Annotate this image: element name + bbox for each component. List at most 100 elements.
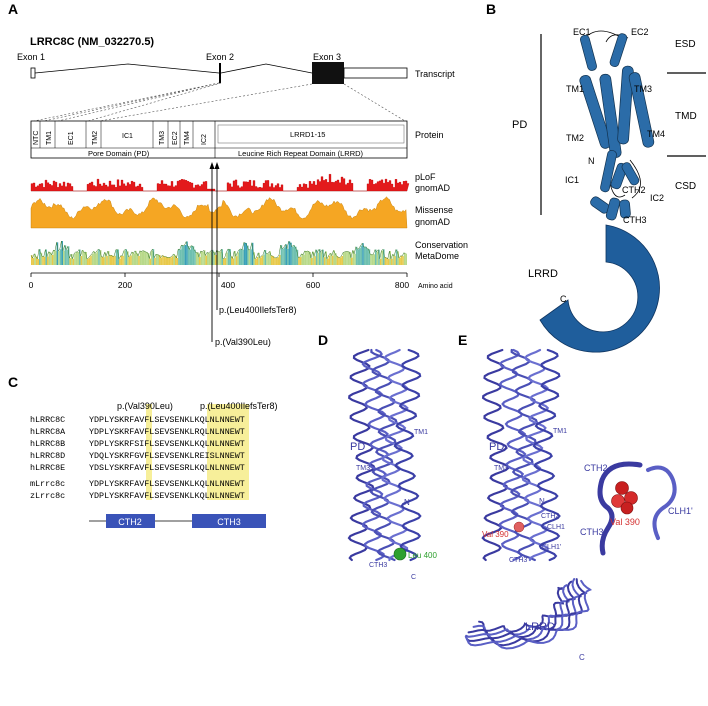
structure-e-lrrd (464, 578, 593, 650)
pore-domain-label: Pore Domain (PD) (88, 149, 150, 158)
conservation-bar (75, 251, 78, 265)
ribbon-strand (393, 348, 422, 562)
conservation-bar (314, 256, 316, 265)
conservation-bar (218, 251, 220, 265)
intron-1 (34, 63, 220, 74)
label-tm2: TM2 (566, 133, 584, 143)
conservation-bar (325, 251, 327, 265)
conservation-bar (165, 256, 167, 265)
conservation-bar (131, 252, 134, 265)
conservation-bar (323, 257, 326, 265)
seq-name-4: hLRRC8D (30, 451, 65, 461)
conservation-bar (383, 249, 385, 265)
conservation-bar (247, 245, 249, 265)
conservation-bar (330, 253, 332, 265)
domain-ic2: IC2 (201, 134, 208, 145)
d-label-c: C (411, 574, 416, 581)
conservation-bar (207, 252, 209, 265)
conservation-bar (112, 256, 115, 265)
lrrd-crescent (539, 224, 660, 353)
panel-a-letter: A (8, 1, 18, 17)
e-label-cth3: CTH3 (509, 557, 527, 564)
conservation-bar (178, 249, 180, 265)
conservation-bar (61, 241, 63, 265)
lrrd-strand (472, 584, 570, 636)
conservation-bar (79, 249, 81, 265)
ribbon-strand (361, 348, 390, 562)
conservation-bar (162, 255, 164, 265)
label-c: C (560, 294, 567, 304)
conservation-bar (151, 251, 153, 265)
missense-area (30, 196, 408, 229)
conservation-bar (59, 249, 62, 265)
conservation-bar (170, 257, 172, 265)
panel-d: D PD TM1 TM3 N CTH3 C Leu 400 (318, 332, 437, 581)
conservation-bar (104, 252, 107, 265)
conservation-bar (34, 253, 36, 265)
d-label-cth3: CTH3 (369, 562, 387, 569)
panel-e: E PD TM1 TM3 N CTH2 CLH1 CLH1' Val 390 C… (458, 332, 693, 662)
label-lrrd: LRRD (528, 268, 558, 280)
conservation-bar (274, 257, 276, 265)
highlight-leu400 (207, 404, 249, 500)
conservation-bar (189, 249, 191, 265)
domain-tm1: TM1 (46, 131, 53, 145)
variant-leu400-label: p.(Leu400IlefsTer8) (219, 305, 297, 315)
conservation-bar (360, 245, 363, 265)
panel-c-letter: C (8, 374, 18, 390)
exon-3-label: Exon 3 (313, 52, 341, 62)
conservation-bar (139, 250, 142, 265)
conservation-bar (47, 256, 49, 265)
conservation-bar (317, 252, 319, 265)
conservation-bar (256, 257, 259, 265)
cartoon-topology (539, 30, 660, 353)
conservation-bar (269, 251, 271, 265)
conservation-bar (160, 257, 163, 265)
inset-cth2: CTH2 (584, 463, 608, 473)
conservation-bar (250, 249, 252, 265)
conservation-bar (327, 258, 329, 265)
conservation-bar (354, 253, 356, 265)
conservation-bar (63, 250, 65, 265)
conservation-bar (208, 253, 211, 265)
d-label-n: N (404, 498, 410, 507)
conservation-bar (322, 249, 324, 265)
conservation-bar (231, 256, 233, 265)
conservation-bar (74, 253, 76, 265)
exon-2-label: Exon 2 (206, 52, 234, 62)
domain-tm3: TM3 (159, 131, 166, 145)
conservation-bar (144, 251, 147, 265)
seq-3: YDPLYSKRFSIFLSEVSENKLKQLNLNNEWT (89, 439, 245, 449)
conservation-bar (365, 246, 367, 265)
conservation-bar (362, 243, 364, 265)
conservation-bar (226, 252, 228, 265)
conservation-bar (391, 258, 393, 265)
plof-label-2: gnomAD (415, 183, 451, 193)
conservation-bar (219, 251, 222, 265)
conservation-bar (351, 257, 353, 265)
conservation-bar (229, 249, 231, 265)
conservation-bar (31, 255, 33, 265)
conservation-bar (48, 251, 51, 265)
conservation-bar (291, 246, 294, 265)
leu400-sphere (393, 547, 407, 561)
conservation-bar (295, 246, 297, 265)
track-protein-label: Protein (415, 130, 444, 140)
exon-1-box (30, 67, 36, 79)
conservation-bar (96, 251, 99, 265)
conservation-bar (370, 254, 372, 265)
conservation-bar (203, 250, 206, 265)
conservation-bar (384, 257, 387, 265)
e-label-tm1: TM1 (553, 428, 567, 435)
conservation-bar (130, 255, 132, 265)
conservation-bar (328, 255, 331, 265)
conservation-bar (237, 252, 239, 265)
conservation-bar (341, 256, 343, 265)
conservation-bar (176, 258, 179, 265)
conservation-bar (255, 259, 257, 265)
conservation-bar (58, 250, 60, 265)
conservation-bar (363, 247, 366, 265)
conservation-bar (282, 248, 284, 265)
conservation-bar (163, 256, 166, 265)
